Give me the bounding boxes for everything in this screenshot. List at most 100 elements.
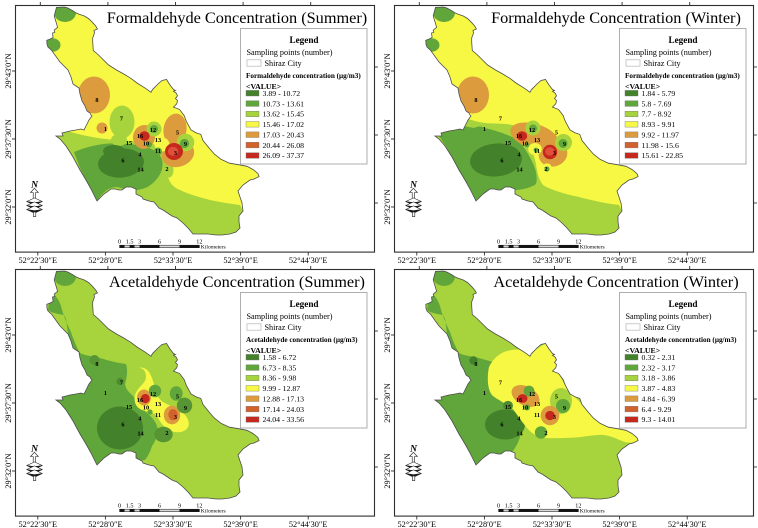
svg-text:29°43′0″N: 29°43′0″N	[383, 317, 392, 352]
svg-text:14: 14	[137, 431, 144, 438]
svg-text:3: 3	[138, 238, 141, 245]
svg-text:12: 12	[150, 127, 156, 134]
svg-text:6: 6	[500, 158, 503, 165]
svg-text:16: 16	[137, 397, 143, 404]
svg-text:7: 7	[499, 380, 502, 387]
svg-text:13: 13	[155, 401, 161, 408]
svg-text:<VALUE>: <VALUE>	[625, 346, 661, 355]
svg-text:12: 12	[196, 238, 202, 245]
svg-text:11: 11	[534, 412, 540, 419]
svg-text:6: 6	[158, 238, 161, 245]
svg-text:14: 14	[516, 431, 523, 438]
svg-text:Legend: Legend	[668, 35, 697, 45]
svg-text:3: 3	[553, 150, 556, 157]
svg-text:Shiraz City: Shiraz City	[644, 59, 682, 68]
svg-text:Formaldehyde Concentration (Su: Formaldehyde Concentration (Summer)	[107, 8, 367, 27]
svg-text:1: 1	[104, 390, 107, 397]
svg-text:10: 10	[143, 141, 149, 148]
svg-text:Sampling points (number): Sampling points (number)	[247, 312, 333, 321]
svg-text:<VALUE>: <VALUE>	[246, 82, 282, 91]
svg-text:N: N	[409, 444, 418, 455]
svg-text:9: 9	[184, 141, 187, 148]
svg-text:6: 6	[158, 502, 161, 509]
svg-text:3: 3	[174, 150, 177, 157]
svg-text:2: 2	[544, 430, 547, 437]
svg-text:12: 12	[575, 238, 581, 245]
svg-text:7.7 - 8.92: 7.7 - 8.92	[642, 110, 672, 119]
svg-text:Legend: Legend	[668, 299, 697, 309]
svg-text:8.93 - 9.91: 8.93 - 9.91	[642, 120, 676, 129]
svg-text:6: 6	[121, 158, 124, 165]
svg-text:N: N	[30, 444, 39, 455]
svg-text:Kilometers: Kilometers	[580, 509, 605, 515]
svg-text:Sampling points (number): Sampling points (number)	[626, 48, 712, 57]
svg-text:15: 15	[505, 404, 511, 411]
svg-text:13.62 - 15.45: 13.62 - 15.45	[263, 110, 305, 119]
svg-text:29°43′0″N: 29°43′0″N	[4, 317, 13, 352]
svg-text:17.14 - 24.03: 17.14 - 24.03	[263, 405, 305, 414]
svg-text:Sampling points (number): Sampling points (number)	[247, 48, 333, 57]
svg-text:52°39′0″E: 52°39′0″E	[602, 520, 636, 528]
svg-text:4: 4	[517, 151, 521, 158]
svg-text:5: 5	[176, 394, 179, 401]
svg-text:Kilometers: Kilometers	[580, 245, 605, 251]
svg-text:6: 6	[121, 422, 124, 429]
svg-text:1: 1	[104, 126, 107, 133]
svg-text:0.32 - 2.31: 0.32 - 2.31	[642, 353, 676, 362]
svg-text:52°44′30″E: 52°44′30″E	[289, 256, 328, 264]
svg-text:6: 6	[500, 422, 503, 429]
svg-text:11: 11	[155, 148, 161, 155]
svg-text:8: 8	[474, 97, 477, 104]
svg-text:8: 8	[95, 361, 98, 368]
svg-text:52°44′30″E: 52°44′30″E	[668, 256, 707, 264]
svg-text:1.5: 1.5	[505, 238, 513, 245]
svg-text:13: 13	[534, 137, 540, 144]
svg-text:52°33′30″E: 52°33′30″E	[154, 256, 193, 264]
svg-text:Formaldehyde concentration (µg: Formaldehyde concentration (µg/m3)	[246, 72, 361, 80]
svg-text:26.09 - 37.37: 26.09 - 37.37	[263, 151, 305, 160]
svg-text:0: 0	[118, 502, 121, 509]
svg-text:Sampling points (number): Sampling points (number)	[626, 312, 712, 321]
svg-text:12: 12	[575, 502, 581, 509]
svg-text:Legend: Legend	[289, 299, 318, 309]
svg-text:6: 6	[537, 238, 540, 245]
svg-text:9: 9	[563, 405, 566, 412]
svg-text:29°32′0″N: 29°32′0″N	[383, 453, 392, 488]
svg-text:29°32′0″N: 29°32′0″N	[4, 453, 13, 488]
svg-text:3: 3	[553, 414, 556, 421]
svg-text:8: 8	[474, 361, 477, 368]
svg-text:5.8 - 7.69: 5.8 - 7.69	[642, 99, 672, 108]
svg-text:52°33′30″E: 52°33′30″E	[154, 520, 193, 528]
svg-text:3: 3	[517, 502, 520, 509]
svg-text:29°43′0″N: 29°43′0″N	[383, 53, 392, 88]
svg-text:11: 11	[534, 148, 540, 155]
svg-text:15: 15	[126, 404, 132, 411]
svg-text:10: 10	[522, 141, 528, 148]
svg-text:1.5: 1.5	[505, 502, 513, 509]
svg-text:2.32 - 3.17: 2.32 - 3.17	[642, 363, 676, 372]
svg-text:52°39′0″E: 52°39′0″E	[223, 520, 257, 528]
svg-text:29°37′30″N: 29°37′30″N	[383, 119, 392, 158]
svg-text:4: 4	[138, 151, 142, 158]
svg-text:20.44 - 26.08: 20.44 - 26.08	[263, 141, 305, 150]
svg-text:9.3 - 14.01: 9.3 - 14.01	[642, 415, 676, 424]
svg-text:0: 0	[497, 502, 500, 509]
svg-text:16: 16	[516, 397, 522, 404]
svg-text:15.46 - 17.02: 15.46 - 17.02	[263, 120, 305, 129]
svg-text:52°28′0″E: 52°28′0″E	[88, 256, 122, 264]
svg-text:7: 7	[499, 116, 502, 123]
svg-text:52°33′30″E: 52°33′30″E	[533, 520, 572, 528]
svg-text:17.03 - 20.43: 17.03 - 20.43	[263, 130, 305, 139]
svg-text:52°33′30″E: 52°33′30″E	[533, 256, 572, 264]
svg-text:10: 10	[143, 405, 149, 412]
svg-text:52°22′30″E: 52°22′30″E	[19, 520, 58, 528]
svg-text:0: 0	[118, 238, 121, 245]
svg-text:2: 2	[544, 166, 547, 173]
svg-text:Shiraz City: Shiraz City	[265, 323, 303, 332]
svg-text:12: 12	[196, 502, 202, 509]
svg-text:29°32′0″N: 29°32′0″N	[383, 189, 392, 224]
svg-text:Formaldehyde concentration (µg: Formaldehyde concentration (µg/m3)	[625, 72, 740, 80]
svg-text:52°22′30″E: 52°22′30″E	[398, 256, 437, 264]
svg-text:9: 9	[557, 502, 560, 509]
svg-text:11: 11	[155, 412, 161, 419]
